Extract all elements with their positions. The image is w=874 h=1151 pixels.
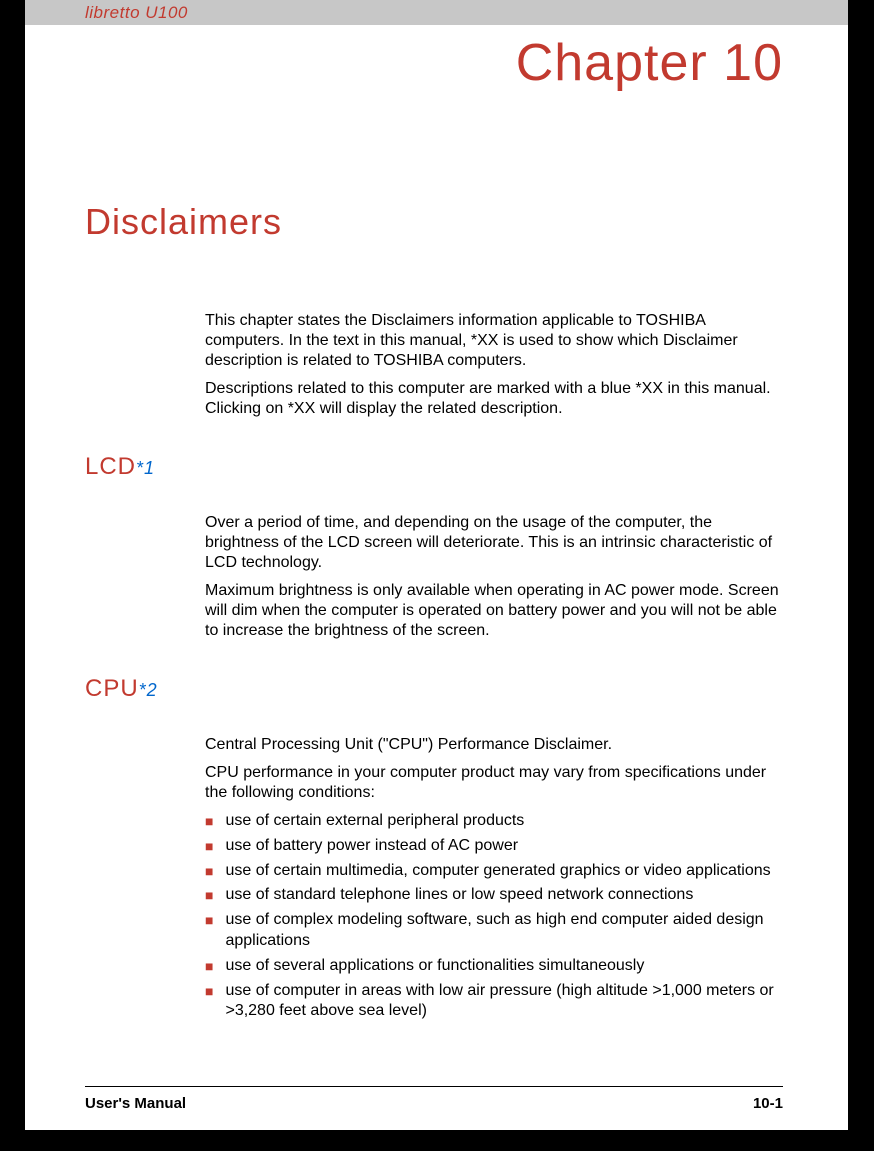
bullet-text: use of standard telephone lines or low s… — [225, 885, 693, 906]
lcd-ref-link[interactable]: *1 — [136, 458, 155, 478]
bullet-icon: ■ — [205, 887, 213, 906]
list-item: ■ use of complex modeling software, such … — [205, 910, 783, 952]
cpu-p1: Central Processing Unit ("CPU") Performa… — [205, 735, 783, 755]
list-item: ■ use of battery power instead of AC powe… — [205, 836, 783, 857]
footer-left: User's Manual — [85, 1095, 186, 1112]
cpu-ref-link[interactable]: *2 — [139, 680, 158, 700]
cpu-content: Central Processing Unit ("CPU") Performa… — [205, 735, 783, 1022]
bullet-icon: ■ — [205, 813, 213, 832]
list-item: ■ use of certain external peripheral prod… — [205, 811, 783, 832]
footer-right: 10-1 — [753, 1095, 783, 1112]
bullet-text: use of battery power instead of AC power — [225, 836, 518, 857]
intro-block: This chapter states the Disclaimers info… — [205, 311, 783, 419]
bullet-icon: ■ — [205, 863, 213, 882]
list-item: ■ use of several applications or function… — [205, 956, 783, 977]
lcd-label: LCD — [85, 453, 136, 480]
cpu-p2: CPU performance in your computer product… — [205, 763, 783, 803]
section-title: Disclaimers — [85, 201, 848, 243]
bullet-icon: ■ — [205, 838, 213, 857]
lcd-p1: Over a period of time, and depending on … — [205, 513, 783, 573]
header-bar: libretto U100 — [25, 0, 848, 25]
bullet-text: use of computer in areas with low air pr… — [225, 981, 783, 1023]
list-item: ■ use of certain multimedia, computer gen… — [205, 861, 783, 882]
lcd-heading: LCD*1 — [85, 453, 848, 481]
list-item: ■ use of computer in areas with low air p… — [205, 981, 783, 1023]
bullet-icon: ■ — [205, 958, 213, 977]
bullet-icon: ■ — [205, 912, 213, 952]
bullet-icon: ■ — [205, 983, 213, 1023]
bullet-text: use of certain external peripheral produ… — [225, 811, 524, 832]
bullet-text: use of several applications or functiona… — [225, 956, 644, 977]
bullet-text: use of certain multimedia, computer gene… — [225, 861, 770, 882]
bullet-text: use of complex modeling software, such a… — [225, 910, 783, 952]
cpu-heading: CPU*2 — [85, 675, 848, 703]
intro-p1: This chapter states the Disclaimers info… — [205, 311, 783, 371]
chapter-heading: Chapter 10 — [25, 33, 848, 93]
product-name: libretto U100 — [85, 3, 188, 23]
intro-p2: Descriptions related to this computer ar… — [205, 379, 783, 419]
cpu-bullet-list: ■ use of certain external peripheral prod… — [205, 811, 783, 1022]
lcd-content: Over a period of time, and depending on … — [205, 513, 783, 641]
list-item: ■ use of standard telephone lines or low … — [205, 885, 783, 906]
cpu-section: CPU*2 Central Processing Unit ("CPU") Pe… — [85, 675, 848, 1022]
page: libretto U100 Chapter 10 Disclaimers Thi… — [25, 0, 848, 1130]
cpu-label: CPU — [85, 675, 139, 702]
footer: User's Manual 10-1 — [85, 1086, 783, 1112]
lcd-section: LCD*1 Over a period of time, and dependi… — [85, 453, 848, 641]
lcd-p2: Maximum brightness is only available whe… — [205, 581, 783, 641]
